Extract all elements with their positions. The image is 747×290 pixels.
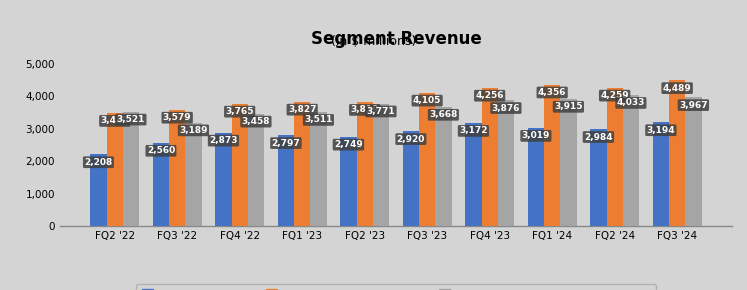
Text: 2,873: 2,873	[209, 136, 238, 145]
Bar	[403, 131, 419, 226]
Text: 3,579: 3,579	[163, 113, 191, 122]
Bar	[373, 104, 389, 226]
Text: 3,458: 3,458	[242, 117, 270, 126]
Bar	[169, 110, 185, 226]
Bar	[436, 107, 451, 226]
Text: 2,749: 2,749	[334, 140, 363, 149]
Text: 4,356: 4,356	[538, 88, 566, 97]
Text: 2,560: 2,560	[147, 146, 175, 155]
Bar	[232, 104, 248, 226]
Legend: Service Revenue, Data Processing Revenue, International Transaction Revenue: Service Revenue, Data Processing Revenue…	[136, 284, 656, 290]
Text: 4,256: 4,256	[475, 91, 504, 100]
Text: 3,189: 3,189	[179, 126, 208, 135]
Bar	[498, 100, 514, 226]
Text: 3,876: 3,876	[492, 104, 520, 113]
Bar	[185, 123, 202, 226]
Text: 4,489: 4,489	[663, 84, 692, 93]
Bar	[419, 93, 436, 226]
Bar	[685, 97, 701, 226]
Text: 3,915: 3,915	[554, 102, 583, 111]
Bar	[653, 122, 669, 226]
Bar	[341, 137, 356, 226]
Bar	[669, 80, 685, 226]
Text: 3,194: 3,194	[647, 126, 675, 135]
Bar	[356, 102, 373, 226]
Text: 3,511: 3,511	[304, 115, 332, 124]
Bar	[107, 113, 123, 226]
Text: 3,819: 3,819	[350, 105, 379, 115]
Text: 4,105: 4,105	[413, 96, 441, 105]
Bar	[310, 112, 326, 226]
Text: (in $ millions): (in $ millions)	[331, 35, 416, 48]
Text: 2,797: 2,797	[272, 139, 300, 148]
Text: 3,668: 3,668	[430, 110, 458, 119]
Text: 3,771: 3,771	[367, 107, 395, 116]
Bar	[153, 143, 169, 226]
Bar	[560, 99, 577, 226]
Bar	[294, 102, 310, 226]
Text: 2,920: 2,920	[397, 135, 425, 144]
Bar	[623, 95, 639, 226]
Bar	[607, 88, 623, 226]
Text: 3,967: 3,967	[679, 101, 707, 110]
Text: 3,172: 3,172	[459, 126, 488, 135]
Text: 2,208: 2,208	[84, 158, 113, 167]
Bar	[123, 112, 139, 226]
Text: 3,521: 3,521	[117, 115, 145, 124]
Bar	[90, 155, 107, 226]
Text: 3,019: 3,019	[521, 131, 550, 140]
Text: 2,984: 2,984	[584, 133, 613, 142]
Bar	[215, 133, 232, 226]
Text: 3,765: 3,765	[226, 107, 254, 116]
Bar	[465, 123, 482, 226]
Text: 3,480: 3,480	[101, 116, 129, 125]
Text: 4,033: 4,033	[617, 99, 645, 108]
Bar	[528, 128, 544, 226]
Bar	[248, 114, 264, 226]
Text: 3,827: 3,827	[288, 105, 317, 114]
Bar	[482, 88, 498, 226]
Text: 4,259: 4,259	[601, 91, 629, 100]
Title: Segment Revenue: Segment Revenue	[311, 30, 481, 48]
Bar	[590, 129, 607, 226]
Bar	[278, 135, 294, 226]
Bar	[544, 85, 560, 226]
